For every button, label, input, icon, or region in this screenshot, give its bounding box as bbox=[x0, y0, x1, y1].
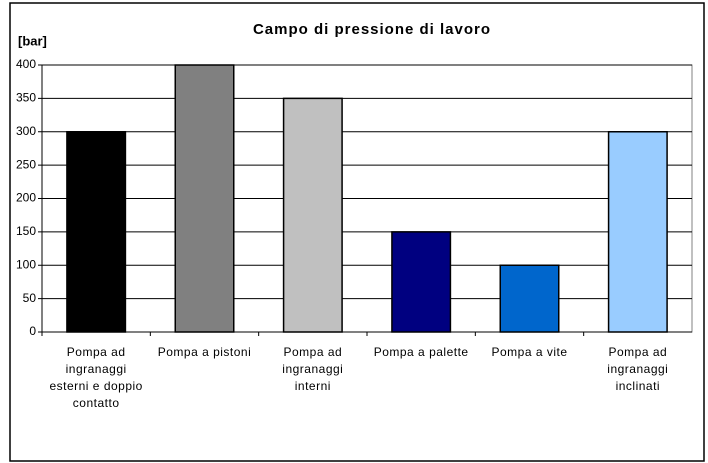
x-tick-label: Pompa a pistoni bbox=[157, 345, 252, 359]
x-tick-label: Pompa ad ingranaggi interni bbox=[282, 345, 344, 393]
bar bbox=[174, 64, 235, 333]
x-tick-label: Pompa a palette bbox=[373, 345, 469, 359]
bar bbox=[391, 231, 452, 333]
bar bbox=[66, 131, 127, 333]
y-tick-label: 200 bbox=[16, 191, 36, 205]
y-tick-label: 150 bbox=[16, 224, 36, 238]
chart-title: Campo di pressione di lavoro bbox=[253, 21, 491, 38]
x-tick-label: Pompa ad ingranaggi inclinati bbox=[607, 345, 669, 393]
bar bbox=[282, 97, 343, 333]
y-tick-label: 250 bbox=[16, 157, 36, 171]
y-tick-label: 0 bbox=[29, 324, 36, 338]
y-tick-label: 300 bbox=[16, 124, 36, 138]
x-tick-label: Pompa a vite bbox=[491, 345, 568, 359]
bar bbox=[499, 264, 560, 333]
y-tick-label: 400 bbox=[16, 57, 36, 71]
y-tick-label: 50 bbox=[23, 291, 37, 305]
y-tick-label: 100 bbox=[16, 257, 36, 271]
bar bbox=[607, 131, 668, 333]
y-tick-label: 350 bbox=[16, 91, 36, 105]
y-axis-label: [bar] bbox=[18, 33, 47, 48]
x-tick-label: Pompa ad ingranaggi esterni e doppio con… bbox=[49, 345, 143, 410]
